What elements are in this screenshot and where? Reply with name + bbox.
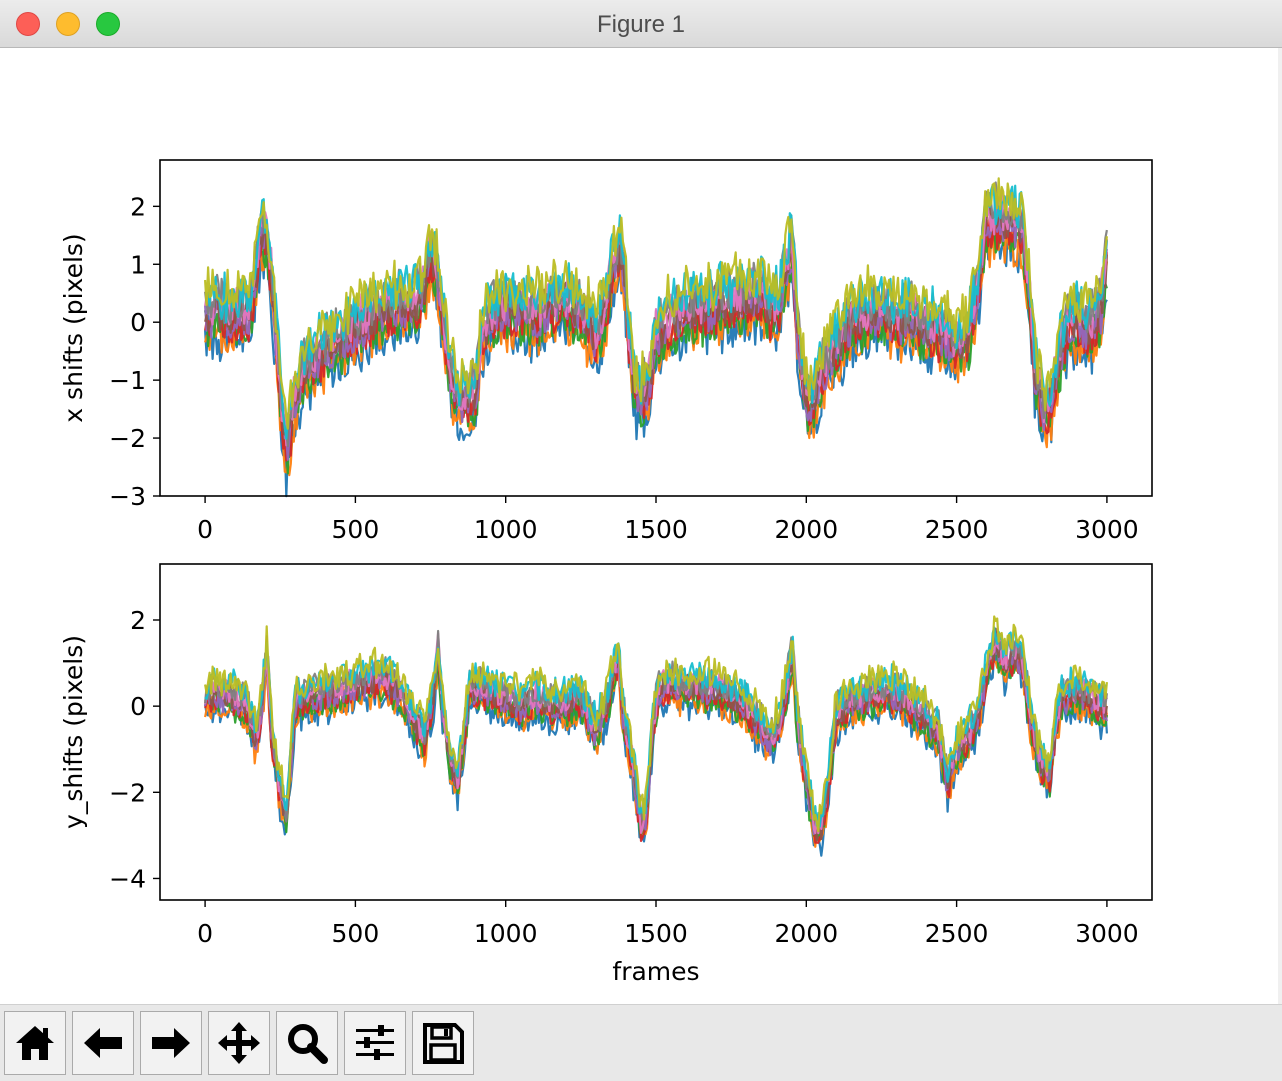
- y-shifts-series-line-10: [204, 615, 1108, 833]
- y-shifts-y-tick-label: −4: [109, 864, 146, 893]
- minimize-window-button[interactable]: [56, 12, 80, 36]
- arrow-right-icon: [152, 1028, 190, 1058]
- x-shifts-x-tick-label: 3000: [1075, 515, 1139, 544]
- y-shifts-axes-frame: [159, 563, 1153, 901]
- x-shifts-y-tick-label: 2: [130, 192, 146, 221]
- y-shifts-x-axis-label: frames: [612, 957, 699, 986]
- arrow-left-icon: [84, 1028, 122, 1058]
- floppy-disk-icon: [423, 1023, 464, 1064]
- window-edge: [1278, 48, 1282, 1004]
- back-button[interactable]: [72, 1011, 134, 1075]
- x-shifts-x-tick-label: 500: [332, 515, 380, 544]
- x-shifts-y-tick-label: 1: [130, 250, 146, 279]
- y-shifts-y-tick-label: 2: [130, 606, 146, 635]
- zoom-button[interactable]: [276, 1011, 338, 1075]
- y-shifts-y-tick-label: 0: [130, 692, 146, 721]
- home-button[interactable]: [4, 1011, 66, 1075]
- configure-subplots-button[interactable]: [344, 1011, 406, 1075]
- x-shifts-y-tick-label: −2: [109, 424, 146, 453]
- x-shifts-series-line-10: [204, 177, 1108, 430]
- x-shifts-y-tick-label: −1: [109, 366, 146, 395]
- x-shifts-x-tick-label: 0: [197, 515, 213, 544]
- x-shifts-x-tick-label: 2000: [774, 515, 838, 544]
- maximize-window-button[interactable]: [96, 12, 120, 36]
- x-shifts-x-tick-label: 1500: [624, 515, 688, 544]
- y-shifts-x-tick-label: 1500: [624, 919, 688, 948]
- home-icon: [16, 1026, 54, 1060]
- y-shifts-x-tick-label: 2000: [774, 919, 838, 948]
- y-shifts-x-tick-label: 3000: [1075, 919, 1139, 948]
- x-shifts-y-axis-label: x shifts (pixels): [59, 233, 88, 422]
- window-title: Figure 1: [596, 11, 686, 38]
- x-shifts-y-tick-label: −3: [109, 482, 146, 511]
- y-shifts-y-axis-label: y_shifts (pixels): [59, 635, 88, 829]
- pan-button[interactable]: [208, 1011, 270, 1075]
- title-bar[interactable]: Figure 1: [0, 0, 1282, 48]
- y-shifts-y-tick-label: −2: [109, 778, 146, 807]
- x-shifts-series-line-9: [204, 183, 1108, 440]
- x-shifts-x-tick-label: 1000: [474, 515, 538, 544]
- sliders-icon: [356, 1025, 394, 1060]
- figure-canvas[interactable]: 0 500 1000 1500 2000 2500 3000 −3 −2 −1 0 1 2 x shift…: [0, 48, 1282, 1004]
- x-shifts-y-tick-label: 0: [130, 308, 146, 337]
- save-button[interactable]: [412, 1011, 474, 1075]
- y-shifts-x-tick-label: 0: [197, 919, 213, 948]
- x-shifts-x-tick-label: 2500: [925, 515, 989, 544]
- forward-button[interactable]: [140, 1011, 202, 1075]
- move-icon: [218, 1022, 260, 1064]
- magnifier-icon: [288, 1024, 328, 1064]
- y-shifts-x-tick-label: 1000: [474, 919, 538, 948]
- y-shifts-series-line-7: [204, 632, 1108, 835]
- y-shifts-x-tick-label: 2500: [925, 919, 989, 948]
- y-shifts-x-tick-label: 500: [332, 919, 380, 948]
- navigation-toolbar: [0, 1004, 1282, 1081]
- close-window-button[interactable]: [16, 12, 40, 36]
